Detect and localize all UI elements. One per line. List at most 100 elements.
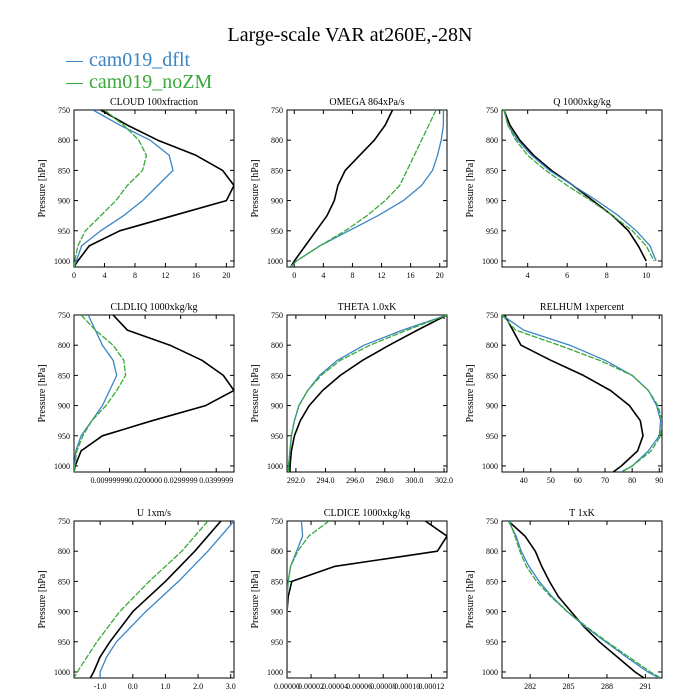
panel-3-ytick-label: 800	[486, 136, 498, 145]
panel-5-xtick-label: 300.0	[405, 476, 423, 485]
panel-8-title: CLDICE 1000xkg/kg	[324, 508, 410, 519]
panel-8-ytick-label: 800	[271, 547, 283, 556]
panel-6-ytick-label: 800	[486, 341, 498, 350]
panel-5-ytick-label: 800	[271, 341, 283, 350]
panel-9-title: T 1xK	[569, 508, 595, 519]
panel-3-ytick-label: 900	[486, 197, 498, 206]
panel-7-ytick-label: 900	[58, 608, 70, 617]
panel-9-series-black	[507, 521, 645, 678]
panel-6-xtick-label: 60	[574, 476, 582, 485]
panel-2-ytick-label: 750	[271, 106, 283, 115]
panel-9-xtick-label: 288	[601, 682, 613, 691]
panel-7-xtick-label: -1.0	[94, 682, 107, 691]
panel-3-ytick-label: 750	[486, 106, 498, 115]
panel-3-series-dflt	[503, 110, 657, 262]
panel-7-ylabel: Pressure [hPa]	[37, 570, 48, 628]
panel-5-ytick-label: 950	[271, 432, 283, 441]
panel-1-xtick-label: 12	[161, 271, 169, 280]
panel-1-ytick-label: 1000	[54, 257, 70, 266]
panel-8-xtick-label: 0.00006	[346, 682, 372, 691]
panel-7-series-black	[89, 521, 222, 678]
panel-8-xtick-label: 0.00002	[298, 682, 324, 691]
panel-9-ytick-label: 750	[486, 517, 498, 526]
panel-5-xtick-label: 296.0	[346, 476, 364, 485]
panel-6-xtick-label: 90	[655, 476, 663, 485]
panel-5-title: THETA 1.0xK	[338, 302, 397, 313]
panel-1-frame	[73, 109, 235, 268]
panel-4-ytick-label: 1000	[54, 462, 70, 471]
panel-9-ytick-label: 900	[486, 608, 498, 617]
panel-7-title: U 1xm/s	[137, 508, 171, 519]
panel-4-xtick-label: 0.0399999	[199, 476, 233, 485]
panel-8-ytick-label: 900	[271, 608, 283, 617]
panel-3-series-noZM	[503, 110, 655, 262]
figure-title: Large-scale VAR at260E,-28N	[227, 24, 473, 46]
panel-2-frame	[286, 109, 448, 268]
panel-3-series-black	[503, 110, 647, 262]
panel-5-ytick-label: 900	[271, 402, 283, 411]
panel-2-ytick-label: 1000	[267, 257, 283, 266]
panel-2-ytick-label: 900	[271, 197, 283, 206]
panel-6-xtick-label: 80	[628, 476, 636, 485]
legend-label-dflt: cam019_dflt	[89, 49, 191, 71]
panel-8-ylabel: Pressure [hPa]	[250, 570, 261, 628]
panel-4-ytick-label: 750	[58, 311, 70, 320]
panel-4-xtick-label: 0.0299999	[164, 476, 198, 485]
panel-3-ylabel: Pressure [hPa]	[465, 159, 476, 217]
panel-1-xtick-label: 16	[192, 271, 200, 280]
panel-5-series-noZM	[287, 315, 447, 472]
panel-5-frame	[286, 314, 448, 473]
legend-swatch-dflt	[66, 60, 83, 62]
panel-1-series-black	[74, 110, 234, 267]
panel-6-series-dflt	[502, 315, 662, 472]
panel-2-series-dflt	[290, 110, 445, 267]
panel-2-xtick-label: 4	[321, 271, 325, 280]
panel-4-ytick-label: 900	[58, 402, 70, 411]
panel-3-ytick-label: 1000	[482, 257, 498, 266]
panel-2-title: OMEGA 864xPa/s	[329, 97, 404, 108]
panel-6-series-black	[503, 315, 644, 472]
panel-8-series-black	[287, 521, 447, 678]
panel-6-xtick-label: 70	[601, 476, 609, 485]
panel-9-xtick-label: 282	[524, 682, 536, 691]
panel-6-frame	[501, 314, 663, 473]
panel-3-title: Q 1000xkg/kg	[553, 97, 611, 108]
panel-8-xtick-label: 0.00004	[322, 682, 348, 691]
panel-1-series-dflt	[74, 110, 174, 267]
panel-1-xtick-label: 8	[133, 271, 137, 280]
panel-5-xtick-label: 302.0	[435, 476, 453, 485]
panel-2-xtick-label: 16	[407, 271, 415, 280]
panel-1-ytick-label: 900	[58, 197, 70, 206]
panel-2-series-noZM	[290, 110, 437, 267]
panel-8-ytick-label: 850	[271, 577, 283, 586]
panel-4-xtick-label: 0.0200000	[128, 476, 162, 485]
panel-5-xtick-label: 294.0	[317, 476, 335, 485]
panel-9-ytick-label: 1000	[482, 668, 498, 677]
panel-4-ylabel: Pressure [hPa]	[37, 364, 48, 422]
panel-1-xtick-label: 20	[222, 271, 230, 280]
panel-4-frame	[73, 314, 235, 473]
panel-7-xtick-label: 0.0	[128, 682, 138, 691]
panel-9-frame	[501, 520, 663, 679]
panel-9-ytick-label: 800	[486, 547, 498, 556]
panel-7-series-noZM	[74, 521, 209, 678]
panel-7-ytick-label: 800	[58, 547, 70, 556]
panel-1-title: CLOUD 100xfraction	[110, 97, 198, 108]
panel-2-xtick-label: 8	[350, 271, 354, 280]
panel-8-ytick-label: 1000	[267, 668, 283, 677]
panel-8-xtick-label: 0.00008	[370, 682, 396, 691]
panel-2-xtick-label: 0	[292, 271, 296, 280]
panel-1-ylabel: Pressure [hPa]	[37, 159, 48, 217]
panel-7-xtick-label: 3.0	[226, 682, 236, 691]
panel-2-ytick-label: 800	[271, 136, 283, 145]
panel-7-xtick-label: 2.0	[193, 682, 203, 691]
panel-4-ytick-label: 850	[58, 371, 70, 380]
panel-2-xtick-label: 12	[378, 271, 386, 280]
panel-4-series-noZM	[74, 315, 127, 472]
panel-3-xtick-label: 4	[526, 271, 530, 280]
panel-5-series-black	[289, 315, 447, 472]
panel-4-ytick-label: 950	[58, 432, 70, 441]
panel-6-ytick-label: 1000	[482, 462, 498, 471]
panel-6-title: RELHUM 1xpercent	[540, 302, 624, 313]
